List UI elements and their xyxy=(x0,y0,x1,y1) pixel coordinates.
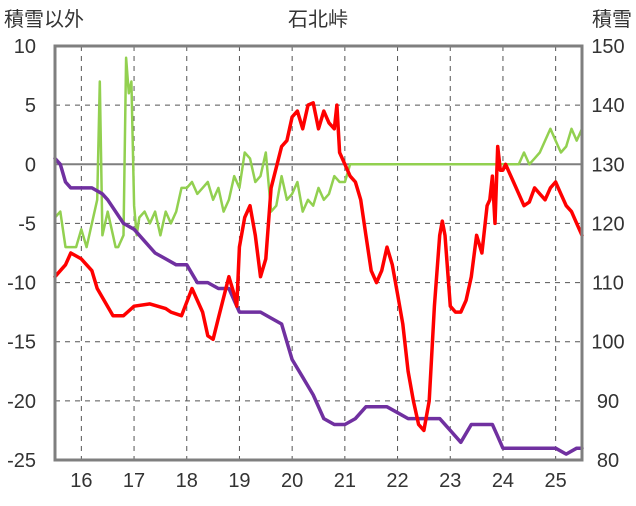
y-right-tick-label: 100 xyxy=(591,332,624,354)
y-left-tick-label: 0 xyxy=(25,154,36,176)
y-right-tick-label: 80 xyxy=(597,450,619,472)
y-right-tick-label: 90 xyxy=(597,391,619,413)
plot-frame xyxy=(53,44,584,462)
x-tick-label: 23 xyxy=(439,470,461,492)
x-tick-label: 17 xyxy=(123,470,145,492)
series-line xyxy=(53,156,584,456)
left-axis-label: 積雪以外 xyxy=(4,8,84,31)
x-tick-label: 22 xyxy=(386,470,408,492)
y-right-tick-label: 130 xyxy=(591,154,624,176)
y-left-tick-label: -25 xyxy=(7,450,36,472)
tick-labels: 10 5 0 -5 -10 -15 -20 -25 150 140 130 120 110 100 90 80… xyxy=(7,36,625,492)
x-tick-label: 24 xyxy=(492,470,514,492)
y-left-tick-label: -10 xyxy=(7,273,36,295)
x-tick-label: 21 xyxy=(334,470,356,492)
y-left-tick-label: 5 xyxy=(25,95,36,117)
chart-title: 石北峠 xyxy=(288,8,348,31)
right-axis-label: 積雪 xyxy=(592,8,632,31)
x-tick-label: 19 xyxy=(228,470,250,492)
grid-lines xyxy=(55,46,582,460)
series-group xyxy=(53,56,584,456)
x-tick-label: 16 xyxy=(70,470,92,492)
y-right-tick-label: 140 xyxy=(591,95,624,117)
y-left-tick-label: -15 xyxy=(7,332,36,354)
y-left-tick-label: 10 xyxy=(14,36,36,58)
y-left-tick-label: -20 xyxy=(7,391,36,413)
x-tick-label: 20 xyxy=(281,470,303,492)
series-line xyxy=(53,101,584,433)
y-left-tick-label: -5 xyxy=(18,213,36,235)
y-right-tick-label: 110 xyxy=(592,273,624,295)
plot-border xyxy=(53,44,584,462)
x-tick-label: 18 xyxy=(176,470,198,492)
x-tick-label: 25 xyxy=(545,470,567,492)
y-right-tick-label: 120 xyxy=(591,213,624,235)
y-right-tick-label: 150 xyxy=(591,36,624,58)
